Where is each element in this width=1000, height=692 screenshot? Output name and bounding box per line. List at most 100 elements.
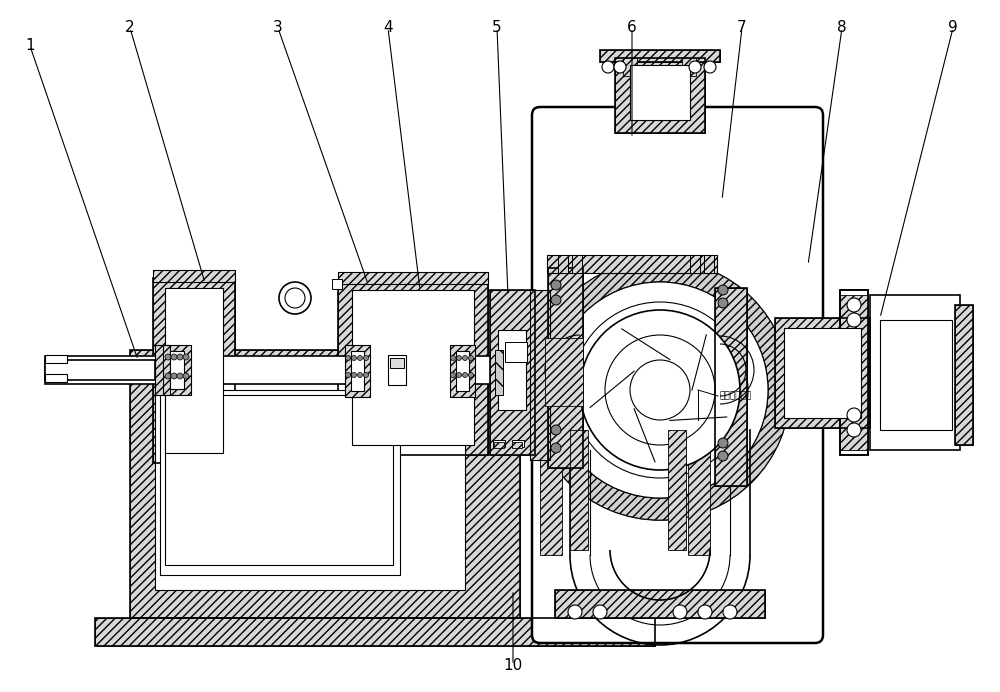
Circle shape — [468, 356, 474, 361]
Circle shape — [450, 372, 456, 378]
Bar — [682, 58, 696, 76]
Circle shape — [718, 285, 728, 295]
Bar — [955, 305, 973, 445]
Bar — [555, 590, 765, 618]
Bar — [540, 430, 562, 555]
Bar — [332, 279, 342, 289]
Circle shape — [580, 310, 740, 470]
Bar — [498, 330, 526, 410]
Text: 4: 4 — [383, 21, 393, 35]
Bar — [512, 440, 524, 447]
Circle shape — [462, 356, 468, 361]
Bar — [493, 440, 505, 447]
Bar — [338, 272, 488, 284]
Bar — [45, 374, 67, 382]
Bar — [130, 350, 520, 618]
Circle shape — [171, 373, 177, 379]
Bar — [630, 65, 690, 120]
Text: 6: 6 — [627, 21, 637, 35]
Bar — [547, 255, 717, 273]
Bar — [512, 442, 522, 448]
Circle shape — [847, 408, 861, 422]
Bar — [338, 280, 488, 455]
Bar — [690, 255, 700, 273]
Text: 鼓均配合定位: 鼓均配合定位 — [720, 392, 752, 401]
Bar — [715, 288, 747, 486]
Bar — [165, 395, 393, 565]
Text: 1: 1 — [25, 39, 35, 53]
Text: 3: 3 — [273, 21, 283, 35]
Bar — [338, 280, 488, 455]
Circle shape — [183, 373, 189, 379]
Bar — [450, 345, 475, 397]
Circle shape — [171, 354, 177, 360]
Circle shape — [285, 288, 305, 308]
Bar — [155, 370, 465, 590]
Bar — [840, 295, 868, 450]
Bar — [840, 290, 868, 455]
Circle shape — [673, 605, 687, 619]
Bar — [95, 618, 655, 646]
Circle shape — [165, 373, 171, 379]
Circle shape — [279, 282, 311, 314]
Bar — [45, 360, 155, 380]
Bar — [704, 255, 714, 273]
Circle shape — [456, 372, 462, 378]
Bar — [530, 290, 550, 460]
Bar — [870, 295, 960, 450]
Circle shape — [630, 360, 690, 420]
Bar — [600, 50, 720, 62]
Bar — [600, 50, 720, 62]
Bar — [688, 430, 710, 555]
Circle shape — [346, 372, 351, 378]
Circle shape — [718, 451, 728, 461]
Circle shape — [364, 356, 368, 361]
Bar — [955, 305, 973, 445]
Circle shape — [552, 282, 768, 498]
Bar — [840, 290, 868, 455]
Circle shape — [614, 61, 626, 73]
Bar — [163, 345, 191, 395]
Circle shape — [568, 605, 582, 619]
Circle shape — [551, 280, 561, 290]
Bar — [775, 318, 870, 428]
Bar — [545, 338, 583, 406]
Circle shape — [346, 356, 351, 361]
Bar — [153, 270, 235, 282]
Bar — [45, 356, 575, 384]
Bar — [784, 328, 861, 418]
Bar — [505, 342, 527, 362]
Circle shape — [352, 356, 356, 361]
Circle shape — [551, 425, 561, 435]
Circle shape — [847, 423, 861, 437]
Bar — [558, 255, 568, 273]
Bar — [45, 355, 67, 363]
Circle shape — [602, 61, 614, 73]
Circle shape — [177, 373, 183, 379]
Bar — [668, 430, 686, 550]
Text: 5: 5 — [492, 21, 502, 35]
Circle shape — [358, 372, 362, 378]
Bar — [450, 345, 475, 397]
Bar — [490, 290, 535, 455]
Circle shape — [593, 605, 607, 619]
Circle shape — [723, 605, 737, 619]
Bar — [95, 618, 655, 646]
Bar — [170, 351, 184, 389]
Circle shape — [552, 282, 768, 498]
Circle shape — [847, 313, 861, 327]
Bar — [558, 255, 568, 273]
Bar — [345, 345, 370, 397]
Bar — [345, 345, 370, 397]
Bar — [388, 355, 406, 385]
Bar — [160, 390, 400, 575]
Bar — [153, 278, 235, 463]
Text: 2: 2 — [125, 21, 135, 35]
Bar — [623, 58, 637, 76]
Circle shape — [718, 438, 728, 448]
Bar — [155, 345, 170, 395]
Circle shape — [462, 372, 468, 378]
Circle shape — [551, 295, 561, 305]
Circle shape — [450, 356, 456, 361]
Text: 7: 7 — [737, 21, 747, 35]
